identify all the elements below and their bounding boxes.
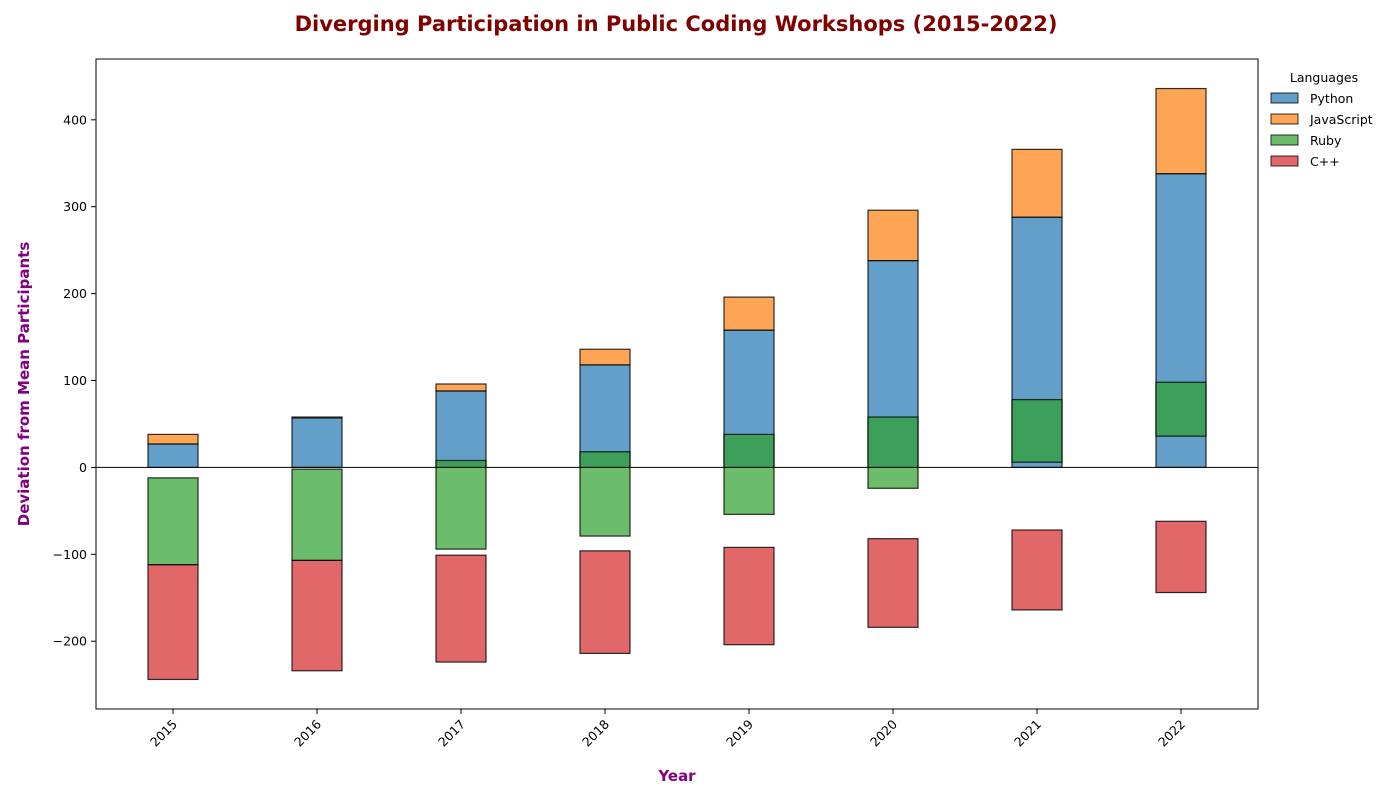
x-axis: 2015 2016 2017 2018 2019 2020 2021 2022 (147, 709, 1188, 750)
chart-title: Diverging Participation in Public Coding… (295, 12, 1058, 36)
legend-label-ruby: Ruby (1310, 133, 1342, 148)
bar-python-2016 (291, 417, 343, 469)
bar-javascript-2020 (867, 209, 919, 262)
bar-ruby-2017 (435, 459, 487, 550)
bar-ruby-2015 (147, 477, 199, 566)
legend-label-python: Python (1310, 91, 1353, 106)
y-tick-label: 0 (79, 460, 87, 475)
bar-ruby-2016 (291, 468, 343, 562)
bar-javascript-2019 (723, 296, 775, 331)
bar-cp-2016 (291, 559, 343, 672)
y-axis-label: Deviation from Mean Participants (15, 242, 33, 527)
bar-cp-2021 (1011, 529, 1063, 611)
legend: Languages Python JavaScript Ruby C++ (1270, 70, 1373, 169)
y-tick-label: 400 (63, 112, 87, 127)
legend-label-javascript: JavaScript (1309, 112, 1373, 127)
bar-ruby-2021 (1011, 399, 1063, 463)
legend-swatch-python (1270, 92, 1299, 104)
legend-swatch-javascript (1270, 113, 1299, 125)
x-tick-label: 2017 (435, 717, 468, 750)
bar-ruby-2019 (723, 433, 775, 515)
x-tick-label: 2022 (1155, 717, 1188, 750)
bar-javascript-2018 (579, 348, 631, 366)
bars-layer (147, 87, 1207, 681)
x-tick-label: 2018 (579, 716, 612, 749)
y-tick-label: −100 (53, 547, 87, 562)
x-axis-label: Year (657, 767, 696, 785)
bar-javascript-2015 (147, 433, 199, 445)
bar-ruby-2022 (1155, 381, 1207, 437)
bar-cp-2017 (435, 554, 487, 663)
bar-cp-2018 (579, 550, 631, 654)
y-tick-label: 200 (63, 286, 87, 301)
x-tick-label: 2016 (291, 716, 324, 749)
y-tick-label: −200 (53, 634, 87, 649)
bar-javascript-2017 (435, 383, 487, 392)
x-tick-label: 2021 (1011, 717, 1044, 750)
y-tick-label: 100 (63, 373, 87, 388)
bar-ruby-2020 (867, 416, 919, 489)
bar-javascript-2016 (291, 416, 343, 419)
bar-ruby-2018 (579, 451, 631, 537)
bar-javascript-2022 (1155, 87, 1207, 175)
legend-swatch-ruby (1270, 134, 1299, 146)
bar-cp-2015 (147, 564, 199, 681)
y-axis: −200 −100 0 100 200 300 400 (53, 112, 96, 649)
legend-label-cp: C++ (1310, 154, 1340, 169)
y-tick-label: 300 (63, 199, 87, 214)
bar-javascript-2021 (1011, 148, 1063, 218)
bar-python-2015 (147, 443, 199, 469)
x-tick-label: 2015 (147, 717, 180, 750)
bar-python-2018 (579, 364, 631, 469)
bar-cp-2022 (1155, 520, 1207, 594)
legend-swatch-cp (1270, 155, 1299, 167)
bar-cp-2019 (723, 546, 775, 646)
x-tick-label: 2020 (867, 716, 900, 749)
legend-title: Languages (1290, 70, 1358, 85)
bar-python-2017 (435, 390, 487, 469)
bar-cp-2020 (867, 538, 919, 628)
plot-frame (95, 58, 1259, 710)
x-tick-label: 2019 (723, 716, 756, 749)
